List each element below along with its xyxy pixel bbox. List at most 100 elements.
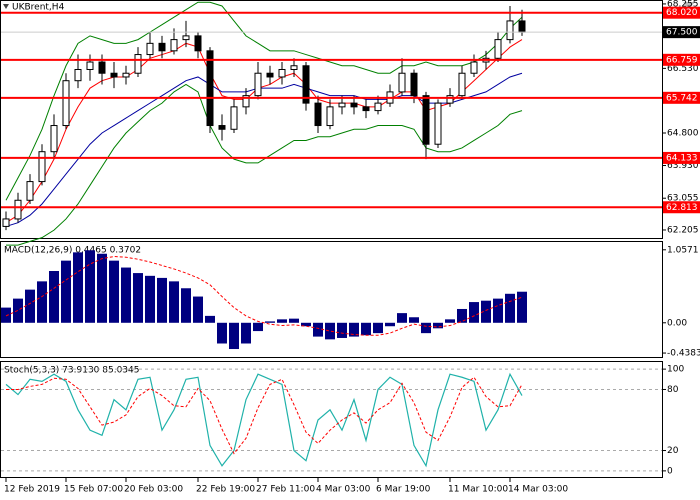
level-label-box [663, 151, 700, 164]
candle-body [74, 68, 82, 82]
macd-title: MACD(12,26,9) 0.4465 0.3702 [4, 246, 141, 256]
macd-bar [421, 322, 431, 334]
y-tick-label: 0 [667, 466, 673, 476]
macd-bar [409, 317, 419, 323]
macd-bar [325, 322, 335, 340]
macd-bar [457, 308, 467, 323]
y-tick-label: 80 [667, 385, 679, 395]
macd-bar [205, 315, 215, 323]
candle-body [338, 102, 346, 108]
chart-title: UKBrent,H4 [12, 3, 65, 13]
candle-body [422, 95, 430, 145]
candle-body [146, 42, 154, 56]
y-tick-label: 0.00 [667, 318, 687, 328]
macd-bar [97, 253, 107, 323]
last-price-label: 67.500 [666, 28, 698, 38]
candle-body [278, 68, 286, 78]
candle-body [98, 61, 106, 74]
last-price-box [663, 26, 700, 39]
level-label-box [663, 6, 700, 19]
shift-marker [683, 2, 695, 9]
macd-bar [385, 322, 395, 327]
macd-bar [373, 322, 383, 334]
candle-body [158, 42, 166, 52]
macd-bar [469, 302, 479, 323]
y-tick-label: 20 [667, 446, 679, 456]
macd-bar [1, 307, 11, 323]
candle-body [242, 95, 250, 108]
candle-body [134, 54, 142, 74]
x-tick-label: 11 Mar 10:00 [448, 485, 508, 495]
macd-panel [0, 241, 663, 358]
x-tick-label: 20 Feb 03:00 [124, 485, 183, 495]
price-panel [0, 0, 663, 239]
macd-bar [61, 260, 71, 323]
candle-body [470, 61, 478, 74]
y-tick-label: 63.055 [667, 194, 699, 204]
macd-bar [133, 273, 143, 323]
macd-bar [85, 250, 95, 323]
x-tick-label: 14 Mar 03:00 [508, 485, 568, 495]
candle-body [494, 39, 502, 59]
candle-body [410, 72, 418, 97]
candle-body [266, 72, 274, 78]
indicator-line [5, 1, 523, 201]
candle-body [122, 72, 130, 78]
candle-body [86, 61, 94, 70]
macd-bar [397, 313, 407, 323]
level-label: 64.133 [666, 153, 698, 163]
y-tick-label: 100 [667, 365, 684, 375]
macd-bar [253, 322, 263, 332]
macd-bar [49, 271, 59, 323]
candle-body [206, 50, 214, 127]
macd-bar [277, 319, 287, 323]
macd-bar [517, 291, 527, 323]
y-tick-label: 1.0571 [667, 245, 699, 255]
x-tick-label: 15 Feb 07:00 [64, 485, 123, 495]
macd-bar [145, 275, 155, 323]
macd-bar [313, 322, 323, 337]
macd-bar [157, 277, 167, 323]
y-tick-label: 64.800 [667, 129, 699, 139]
symbol-icon [3, 4, 9, 9]
y-tick-label: 66.530 [667, 64, 699, 74]
macd-bar [109, 260, 119, 323]
candle-body [170, 39, 178, 52]
level-label: 62.813 [666, 203, 698, 213]
y-tick-label: 68.255 [667, 0, 699, 9]
candle-body [350, 102, 358, 108]
macd-bar [289, 318, 299, 323]
macd-bar [193, 296, 203, 323]
candle-body [62, 80, 70, 127]
stoch-panel [0, 361, 663, 478]
macd-bar [505, 293, 515, 323]
candle-body [218, 125, 226, 130]
candle-body [14, 199, 22, 220]
level-label-box [663, 53, 700, 66]
candle-body [326, 106, 334, 127]
signal-line [5, 255, 523, 336]
y-tick-label: 63.930 [667, 161, 699, 171]
macd-bar [25, 289, 35, 323]
candle-body [362, 106, 370, 112]
candle-body [434, 102, 442, 145]
x-tick-label: 4 Mar 03:00 [316, 485, 371, 495]
macd-bar [493, 298, 503, 323]
candle-body [110, 72, 118, 78]
candle-body [314, 102, 322, 127]
x-tick-label: 22 Feb 19:00 [196, 485, 255, 495]
macd-bar [13, 298, 23, 323]
stoch-main-line [5, 372, 523, 468]
x-tick-label: 6 Mar 19:00 [376, 485, 431, 495]
macd-bar [217, 322, 227, 344]
macd-bar [37, 281, 47, 323]
macd-bar [433, 322, 443, 329]
candle-body [182, 35, 190, 41]
stoch-title: Stoch(5,3,3) 73.9130 85.0345 [4, 366, 139, 376]
candle-body [518, 20, 526, 33]
macd-bar [445, 319, 455, 323]
macd-bar [337, 322, 347, 338]
y-tick-label: -0.4383 [667, 349, 700, 359]
